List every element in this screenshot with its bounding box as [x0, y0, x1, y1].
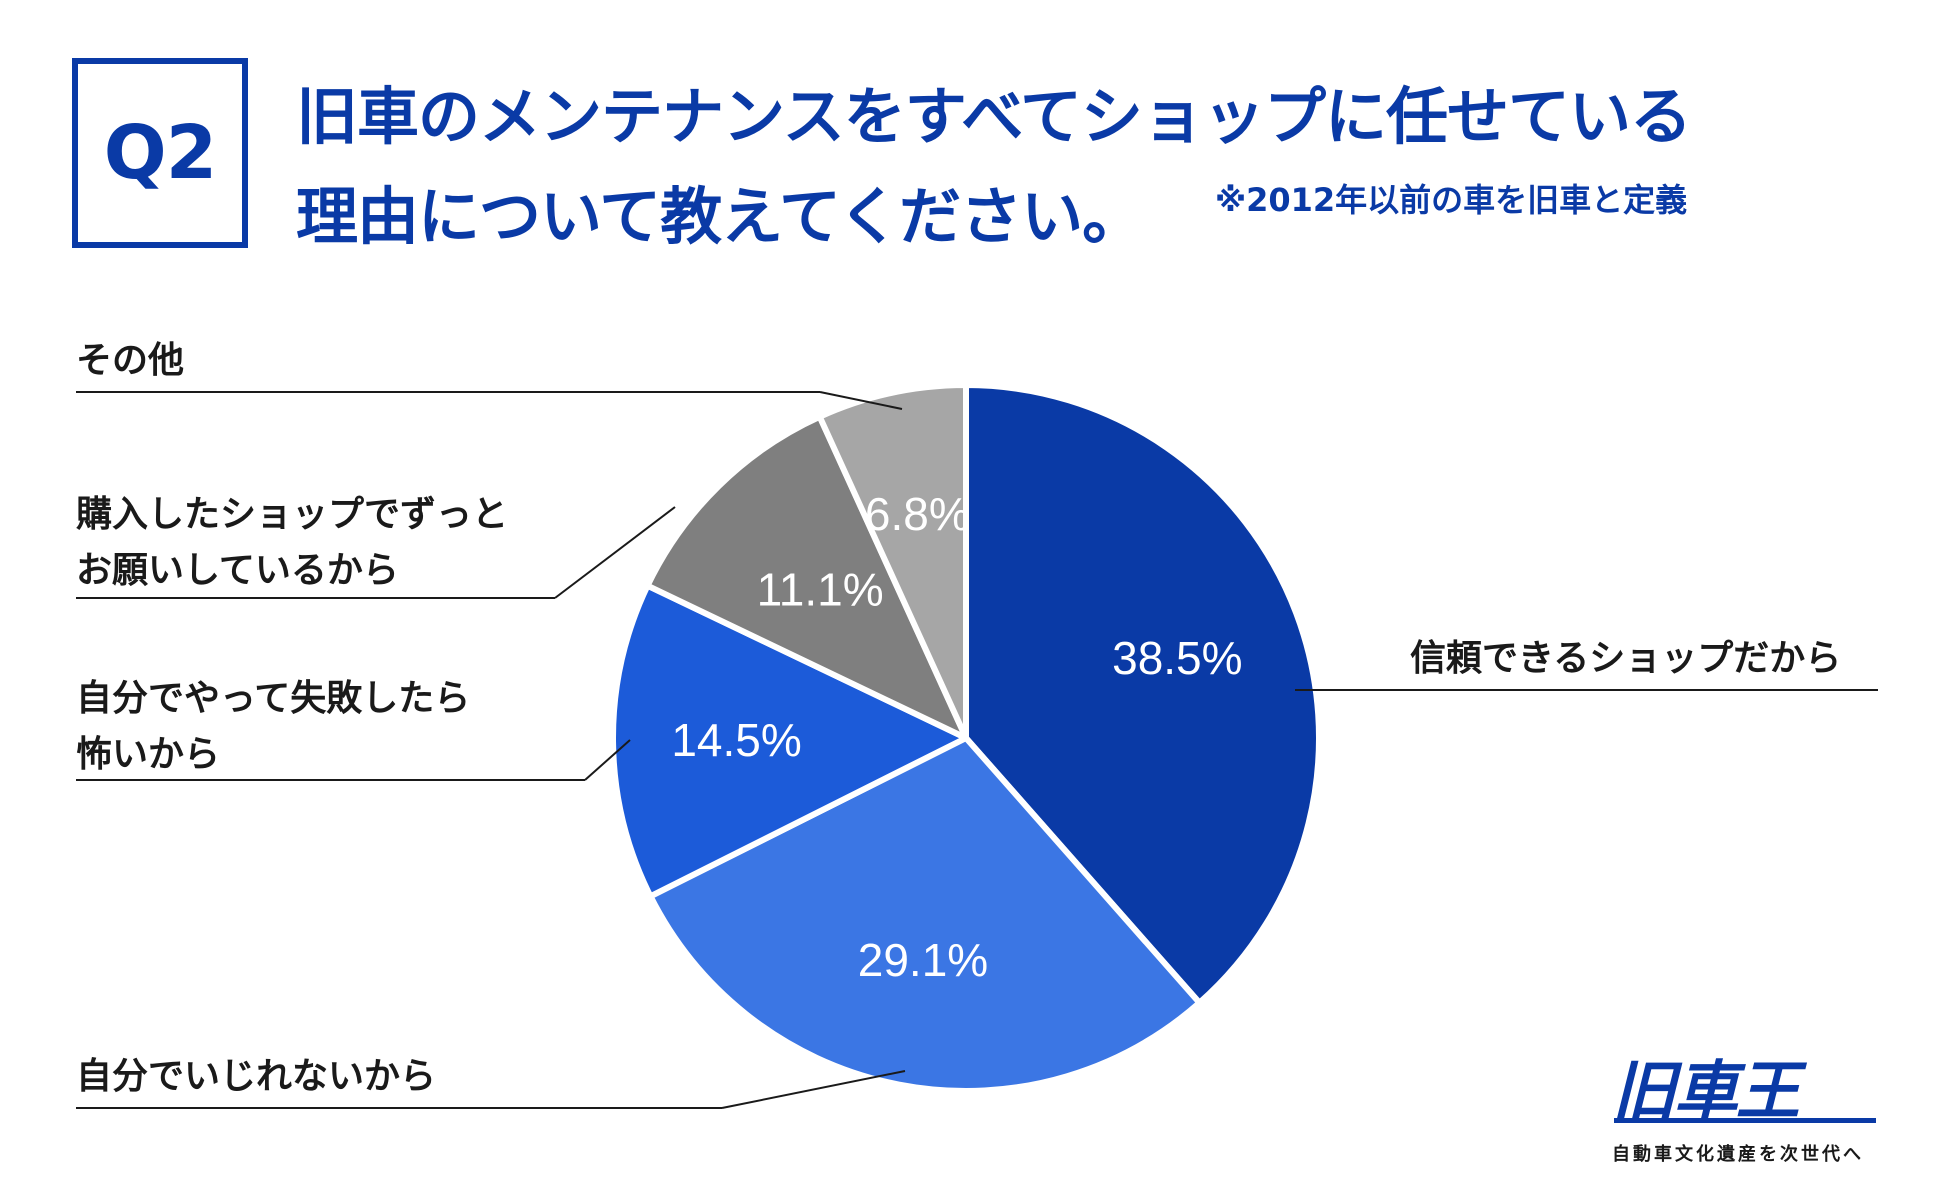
category-label-3-line-2: 怖いから	[76, 734, 220, 775]
pie-slice-5	[816, 382, 969, 741]
title-footnote: ※2012年以前の車を旧車と定義	[1215, 181, 1688, 219]
brand-logo: 旧車王 自動車文化遺産を次世代へ	[1612, 1040, 1882, 1170]
pie-slice-3	[610, 582, 969, 900]
leader-line-2	[721, 1070, 906, 1109]
slice-value-label-1: 38.5%	[1112, 632, 1242, 684]
slice-value-label-3: 14.5%	[671, 714, 801, 766]
category-label-4-line-1: 購入したショップでずっと	[76, 494, 508, 535]
leader-line-4	[554, 506, 676, 599]
page-title-line-2: 理由について教えてください。	[296, 180, 1144, 253]
page-title-line-1: 旧車のメンテナンスをすべてショップに任せている	[296, 80, 1692, 153]
slice-value-label-5: 6.8%	[865, 488, 970, 540]
logo-wordmark: 旧車王	[1612, 1055, 1800, 1129]
category-label-1-line-1: 信頼できるショップだから	[1410, 638, 1841, 679]
logo-underline	[1614, 1118, 1876, 1123]
category-label-2-line-1: 自分でいじれないから	[76, 1056, 436, 1097]
question-badge: Q2	[72, 58, 248, 248]
logo-tagline: 自動車文化遺産を次世代へ	[1612, 1144, 1864, 1165]
category-label-5-line-1: その他	[76, 340, 184, 381]
slice-value-label-2: 29.1%	[858, 934, 988, 986]
category-label-3-line-1: 自分でやって失敗したら	[76, 678, 470, 719]
category-label-4-line-2: お願いしているから	[76, 550, 399, 591]
pie-slice-2	[647, 735, 1203, 1094]
pie-slice-4	[644, 413, 969, 741]
pie-slice-1	[963, 382, 1322, 1006]
leader-line-3	[584, 739, 631, 781]
slice-value-label-4: 11.1%	[757, 563, 884, 615]
leader-line-5	[819, 391, 903, 410]
